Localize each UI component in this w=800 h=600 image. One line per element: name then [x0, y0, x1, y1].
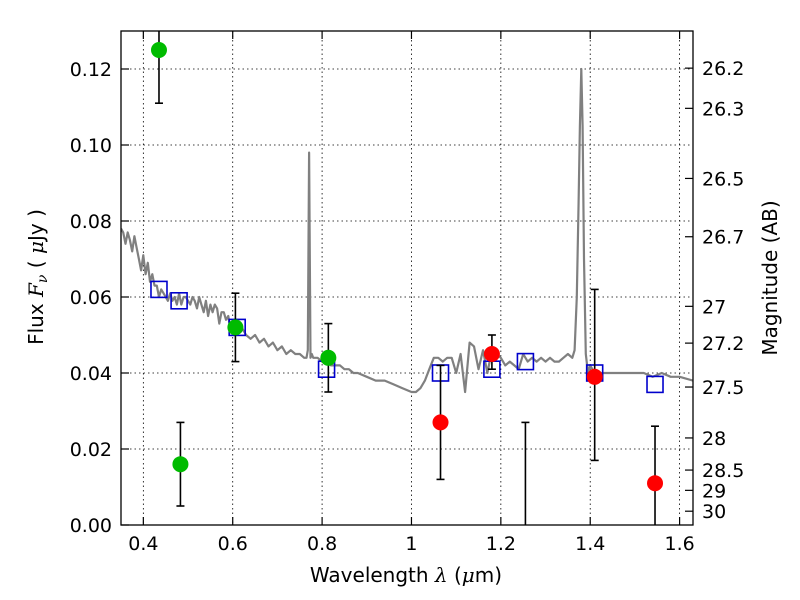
x-tick-label: 0.6	[218, 533, 248, 555]
red-data-point	[517, 532, 533, 548]
plot-frame	[120, 30, 694, 526]
right-tick-label: 27.5	[702, 377, 744, 399]
y-axis-label-right: Magnitude (AB)	[758, 200, 782, 355]
red-data-point	[432, 414, 449, 431]
x-tick-label: 1.2	[486, 533, 516, 555]
red-data-point	[647, 475, 664, 492]
x-axis-label: Wavelength λ (μm)	[310, 563, 502, 587]
right-tick-label: 26.2	[702, 58, 744, 80]
x-tick-label: 1.6	[664, 533, 694, 555]
right-tick-label: 28.5	[702, 460, 744, 482]
red-data-point	[483, 346, 500, 362]
x-tick-label: 0.8	[307, 533, 337, 555]
plot-area	[121, 31, 693, 548]
right-tick-label: 27.2	[702, 333, 744, 355]
right-tick-label: 26.3	[702, 98, 744, 120]
right-tick-label: 30	[702, 501, 726, 523]
y-tick-label: 0.06	[70, 287, 112, 309]
model-band-square	[170, 291, 188, 310]
green-data-point	[320, 349, 337, 366]
model-band-square	[516, 352, 535, 371]
right-tick-label: 26.7	[702, 227, 744, 249]
y-tick-label: 0.00	[70, 515, 112, 537]
x-tick-label: 1.4	[575, 533, 605, 555]
y-tick-label: 0.08	[70, 211, 112, 233]
model-band-square	[646, 375, 664, 394]
right-tick-label: 26.5	[702, 168, 744, 190]
y-axis-label: Flux Fν ( μJy )	[24, 209, 51, 345]
x-tick-label: 0.4	[128, 533, 158, 555]
green-data-point	[172, 456, 189, 473]
y-tick-label: 0.04	[70, 363, 112, 385]
right-tick-label: 28	[702, 428, 726, 450]
right-tick-label: 29	[702, 480, 726, 502]
y-axis-left: 0.00 0.02 0.04 0.06 0.08 0.10 0.12	[70, 59, 129, 537]
model-band-square	[150, 280, 168, 299]
right-tick-label: 27	[702, 296, 726, 318]
y-tick-label: 0.12	[70, 59, 112, 81]
green-data-point	[150, 42, 167, 58]
y-tick-label: 0.02	[70, 439, 112, 461]
x-axis: 0.4 0.6 0.8 1 1.2 1.4 1.6	[128, 31, 695, 555]
y-tick-label: 0.10	[70, 135, 112, 157]
red-data-point	[586, 368, 603, 385]
series-group	[121, 31, 693, 548]
green-data-point	[227, 319, 244, 336]
grid	[121, 31, 693, 526]
x-tick-label: 1	[405, 533, 417, 555]
model-spectrum-line	[121, 67, 693, 394]
